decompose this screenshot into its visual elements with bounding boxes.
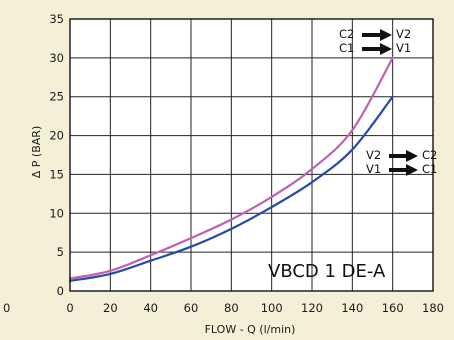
plot-border <box>69 18 434 292</box>
x-tick-label: 100 <box>261 301 283 315</box>
annot-lower-from-1: V2 <box>366 148 381 162</box>
y-tick-label: 5 <box>57 245 64 259</box>
x-tick-label: 20 <box>103 301 118 315</box>
series-line-1 <box>68 56 394 280</box>
stray-zero-label: 0 <box>3 301 10 315</box>
x-tick-label: 0 <box>66 301 73 315</box>
annotation-c-to-v: C2 V2 C1 V1 <box>339 27 411 55</box>
x-tick-label: 40 <box>143 301 158 315</box>
annotation-v-to-c: V2 C2 V1 C1 <box>366 148 437 176</box>
annot-lower-from-2: V1 <box>366 162 381 176</box>
y-tick-label: 0 <box>57 284 64 298</box>
y-tick-label: 30 <box>49 51 64 65</box>
arrow-right-icon <box>389 150 418 162</box>
arrow-right-icon <box>362 43 392 55</box>
x-tick-label: 80 <box>224 301 239 315</box>
y-tick-label: 20 <box>49 129 64 143</box>
arrow-right-icon <box>389 164 418 176</box>
annot-upper-to-1: V2 <box>396 27 411 41</box>
arrow-right-icon <box>362 29 392 41</box>
x-tick-label: 180 <box>422 301 444 315</box>
y-tick-label: 25 <box>49 90 64 104</box>
series-line-2 <box>68 95 394 282</box>
y-tick-label: 10 <box>49 206 64 220</box>
series-layer <box>68 56 394 282</box>
annot-upper-from-2: C1 <box>339 41 354 55</box>
annot-upper-to-2: V1 <box>396 41 411 55</box>
x-tick-label: 120 <box>301 301 323 315</box>
model-label: VBCD 1 DE-A <box>268 261 386 282</box>
x-tick-label: 140 <box>341 301 363 315</box>
x-tick-label: 160 <box>382 301 404 315</box>
annot-upper-from-1: C2 <box>339 27 354 41</box>
x-axis-label: FLOW - Q (l/min) <box>205 323 296 336</box>
x-tick-labels: 0 20 40 60 80 100 120 140 160 180 <box>66 301 444 315</box>
annot-lower-to-2: C1 <box>422 162 437 176</box>
x-tick-label: 60 <box>184 301 199 315</box>
y-tick-label: 35 <box>49 12 64 26</box>
annot-lower-to-1: C2 <box>422 148 437 162</box>
grid <box>70 19 433 291</box>
plot-area <box>70 19 433 291</box>
y-tick-labels: 0 5 10 15 20 25 30 35 <box>49 12 64 298</box>
y-tick-label: 15 <box>49 167 64 181</box>
y-axis-label: Δ P (BAR) <box>30 126 43 178</box>
